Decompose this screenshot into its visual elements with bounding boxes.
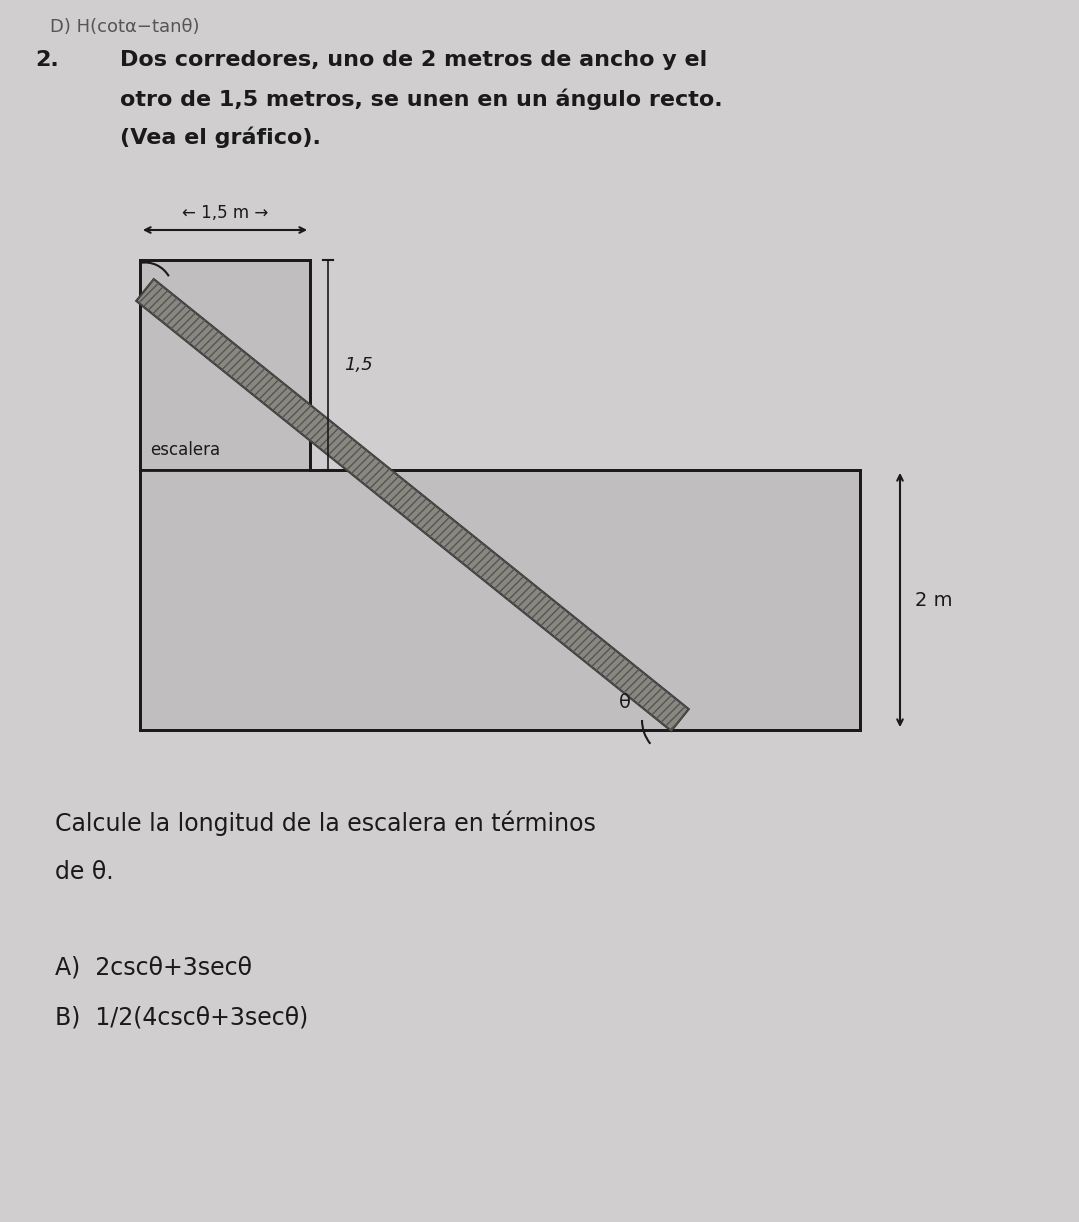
Text: 2 m: 2 m xyxy=(915,590,953,610)
Text: Dos corredores, uno de 2 metros de ancho y el: Dos corredores, uno de 2 metros de ancho… xyxy=(120,50,707,70)
Text: θ: θ xyxy=(619,693,631,711)
Bar xyxy=(140,260,310,470)
Text: 2.: 2. xyxy=(35,50,58,70)
Text: A)  2cscθ+3secθ: A) 2cscθ+3secθ xyxy=(55,956,252,979)
Text: 1,5: 1,5 xyxy=(344,356,372,374)
Text: D) H(cotα−tanθ): D) H(cotα−tanθ) xyxy=(50,18,200,35)
Text: ← 1,5 m →: ← 1,5 m → xyxy=(182,204,268,222)
Polygon shape xyxy=(136,279,688,731)
Text: Calcule la longitud de la escalera en términos: Calcule la longitud de la escalera en té… xyxy=(55,810,596,836)
Text: escalera: escalera xyxy=(150,441,220,459)
Text: (Vea el gráfico).: (Vea el gráfico). xyxy=(120,126,320,148)
Bar xyxy=(140,470,860,730)
Text: otro de 1,5 metros, se unen en un ángulo recto.: otro de 1,5 metros, se unen en un ángulo… xyxy=(120,88,723,110)
Text: de θ.: de θ. xyxy=(55,860,113,884)
Text: B)  1/2(4cscθ+3secθ): B) 1/2(4cscθ+3secθ) xyxy=(55,1004,309,1029)
